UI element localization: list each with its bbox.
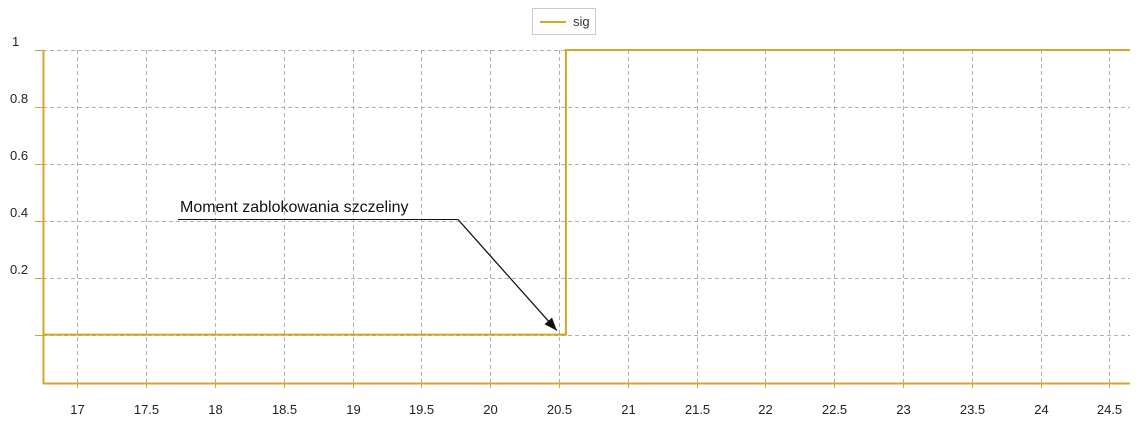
x-tick-label: 17.5: [134, 402, 159, 417]
legend-label-sig: sig: [573, 14, 590, 29]
y-tick-label: 0.6: [10, 148, 28, 163]
x-tick-label: 21: [621, 402, 635, 417]
y-tick-label: 0.2: [10, 262, 28, 277]
x-tick-label: 18.5: [272, 402, 297, 417]
y-tick-label: 0.8: [10, 91, 28, 106]
x-tick-label: 20: [483, 402, 497, 417]
x-tick-label: 21.5: [685, 402, 710, 417]
grid-lines: [43, 50, 1130, 383]
x-tick-label: 24: [1034, 402, 1048, 417]
x-tick-label: 18: [208, 402, 222, 417]
y-tick-label: 0.4: [10, 205, 28, 220]
axes: [35, 50, 1130, 388]
legend[interactable]: sig: [532, 8, 596, 35]
annotation: Moment zablokowania szczeliny: [178, 199, 558, 332]
x-tick-label: 17: [70, 402, 84, 417]
x-tick-label: 22.5: [822, 402, 847, 417]
x-tick-label: 24.5: [1097, 402, 1122, 417]
x-tick-label: 23: [896, 402, 910, 417]
x-tick-label: 19.5: [409, 402, 434, 417]
x-tick-label: 19: [346, 402, 360, 417]
x-tick-label: 22: [758, 402, 772, 417]
annotation-arrow: [457, 219, 558, 332]
x-tick-label: 23.5: [960, 402, 985, 417]
y-tick-label: 1: [12, 34, 19, 49]
x-tick-label: 20.5: [547, 402, 572, 417]
annotation-text: Moment zablokowania szczeliny: [180, 199, 409, 216]
tick-labels: 17 17.5 18 18.5 19 19.5 20 20.5 21 21.5 22 22.5 23 23…: [10, 34, 1122, 417]
annotation-arrowhead: [544, 317, 557, 331]
series-line-sig: [43, 49, 1130, 336]
legend-swatch-sig: [540, 21, 566, 23]
series-lines: [43, 49, 1130, 336]
